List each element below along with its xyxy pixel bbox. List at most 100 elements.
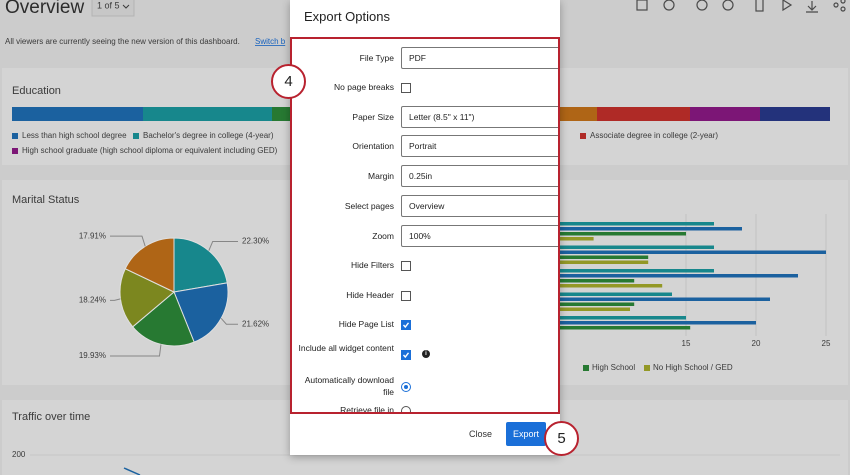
legend-label: Bachelor's degree in college (4-year)	[143, 131, 274, 140]
field-label: Hide Filters	[351, 260, 394, 270]
field-label: No page breaks	[333, 82, 394, 92]
field-label: Hide Page List	[338, 319, 394, 329]
bar	[476, 250, 826, 254]
legend-label: Less than high school degree	[22, 131, 127, 140]
legend-label: Associate degree in college (2-year)	[590, 131, 718, 140]
field-label: Hide Header	[346, 290, 394, 300]
page-select-label: 1 of 5	[97, 0, 120, 10]
pie-slice	[132, 291, 195, 347]
checkbox[interactable]	[401, 320, 411, 330]
check-path	[402, 322, 410, 329]
bar	[476, 316, 686, 320]
leader-line	[110, 298, 121, 301]
bar	[476, 245, 714, 249]
line-chart: 200	[12, 450, 840, 475]
bar	[476, 274, 798, 278]
close-button[interactable]: Close	[469, 429, 493, 439]
field-label: Retrieve file in	[340, 405, 394, 414]
leader-line	[110, 344, 162, 357]
pie-slice	[173, 282, 229, 343]
bar	[476, 326, 691, 330]
field-label: Margin	[368, 171, 394, 181]
page-title: Overview	[5, 0, 84, 18]
check-path	[402, 352, 410, 359]
bar	[476, 284, 663, 288]
step-marker: 5	[544, 421, 579, 456]
pie-slice	[173, 237, 228, 293]
data-label: 21.62%	[242, 319, 269, 328]
dropdown[interactable]: Overview	[401, 195, 558, 217]
leader-line	[220, 318, 238, 325]
legend-label: No High School / GED	[653, 363, 733, 372]
bar	[476, 255, 649, 259]
field-label: Include all widget content	[298, 343, 394, 353]
notice: All viewers are currently seeing the new…	[5, 37, 240, 46]
page-select[interactable]	[91, 0, 135, 17]
legend-swatch	[133, 133, 139, 139]
dropdown[interactable]: 100%	[401, 225, 558, 247]
line-stub	[123, 467, 141, 475]
bar	[476, 297, 770, 301]
toolbar-icons	[636, 0, 846, 13]
legend-swatch	[12, 148, 18, 154]
checkbox[interactable]	[401, 261, 411, 271]
bar	[476, 227, 742, 231]
dropdown[interactable]: 0.25in	[401, 165, 558, 187]
card-title: Education	[12, 85, 61, 97]
checkbox[interactable]	[401, 291, 411, 301]
export-button[interactable]: Export	[506, 422, 546, 446]
data-label: 18.24%	[79, 296, 106, 305]
legend-swatch	[580, 133, 586, 139]
dropdown[interactable]: Portrait	[401, 135, 558, 157]
info-icon: i	[422, 350, 430, 358]
leader-line	[110, 235, 146, 247]
radio[interactable]	[401, 382, 411, 392]
form-row: Paper Size Letter (8.5" x 11")	[292, 106, 558, 139]
field-label: File Type	[359, 53, 394, 63]
bar	[476, 292, 672, 296]
bar	[476, 222, 714, 226]
legend-swatch	[12, 133, 18, 139]
form-row: Orientation Portrait	[292, 135, 558, 168]
y-tick-label: 200	[12, 450, 26, 459]
field-label: Zoom	[372, 231, 394, 241]
form-row: Zoom 100%	[292, 225, 558, 258]
checkmark	[402, 352, 410, 359]
notice-link[interactable]: Switch b	[255, 37, 286, 46]
data-label: 22.30%	[242, 237, 269, 246]
card-title: Traffic over time	[12, 411, 90, 423]
field-label: Automatically download file	[304, 375, 394, 397]
form-row: Automatically download file	[292, 375, 558, 397]
legend-swatch	[644, 365, 650, 371]
card-title: Marital Status	[12, 194, 80, 206]
legend-label: High school graduate (high school diplom…	[22, 146, 278, 155]
field-label: Paper Size	[352, 112, 394, 122]
checkmark	[402, 322, 410, 329]
legend-swatch	[583, 365, 589, 371]
pie-slice	[119, 268, 175, 328]
pie-chart: 22.30% 21.62% 19.93% 18.24% 17.91%	[79, 231, 269, 360]
bar	[476, 269, 714, 273]
field-label: Orientation	[352, 141, 394, 151]
bar	[476, 321, 756, 325]
checkbox[interactable]	[401, 350, 411, 360]
form-row: Retrieve file in	[292, 405, 558, 412]
dropdown[interactable]: PDF	[401, 47, 558, 69]
dropdown[interactable]: Letter (8.5" x 11")	[401, 106, 558, 128]
leader-line	[208, 241, 238, 251]
x-tick-label: 20	[752, 339, 761, 348]
dialog-title: Export Options	[304, 9, 390, 24]
checkbox[interactable]	[401, 83, 411, 93]
bar	[476, 232, 686, 236]
data-label: 17.91%	[79, 231, 106, 240]
chevron	[122, 4, 130, 9]
field-label: Select pages	[344, 201, 394, 211]
form-row: Margin 0.25in	[292, 165, 558, 198]
step-marker: 4	[271, 64, 306, 99]
bar	[476, 260, 649, 264]
radio[interactable]	[401, 406, 411, 412]
form-row: File Type PDF	[292, 47, 558, 80]
legend-label: High School	[592, 363, 635, 372]
export-dialog: Export Options File Type PDF No page break…	[290, 0, 560, 455]
